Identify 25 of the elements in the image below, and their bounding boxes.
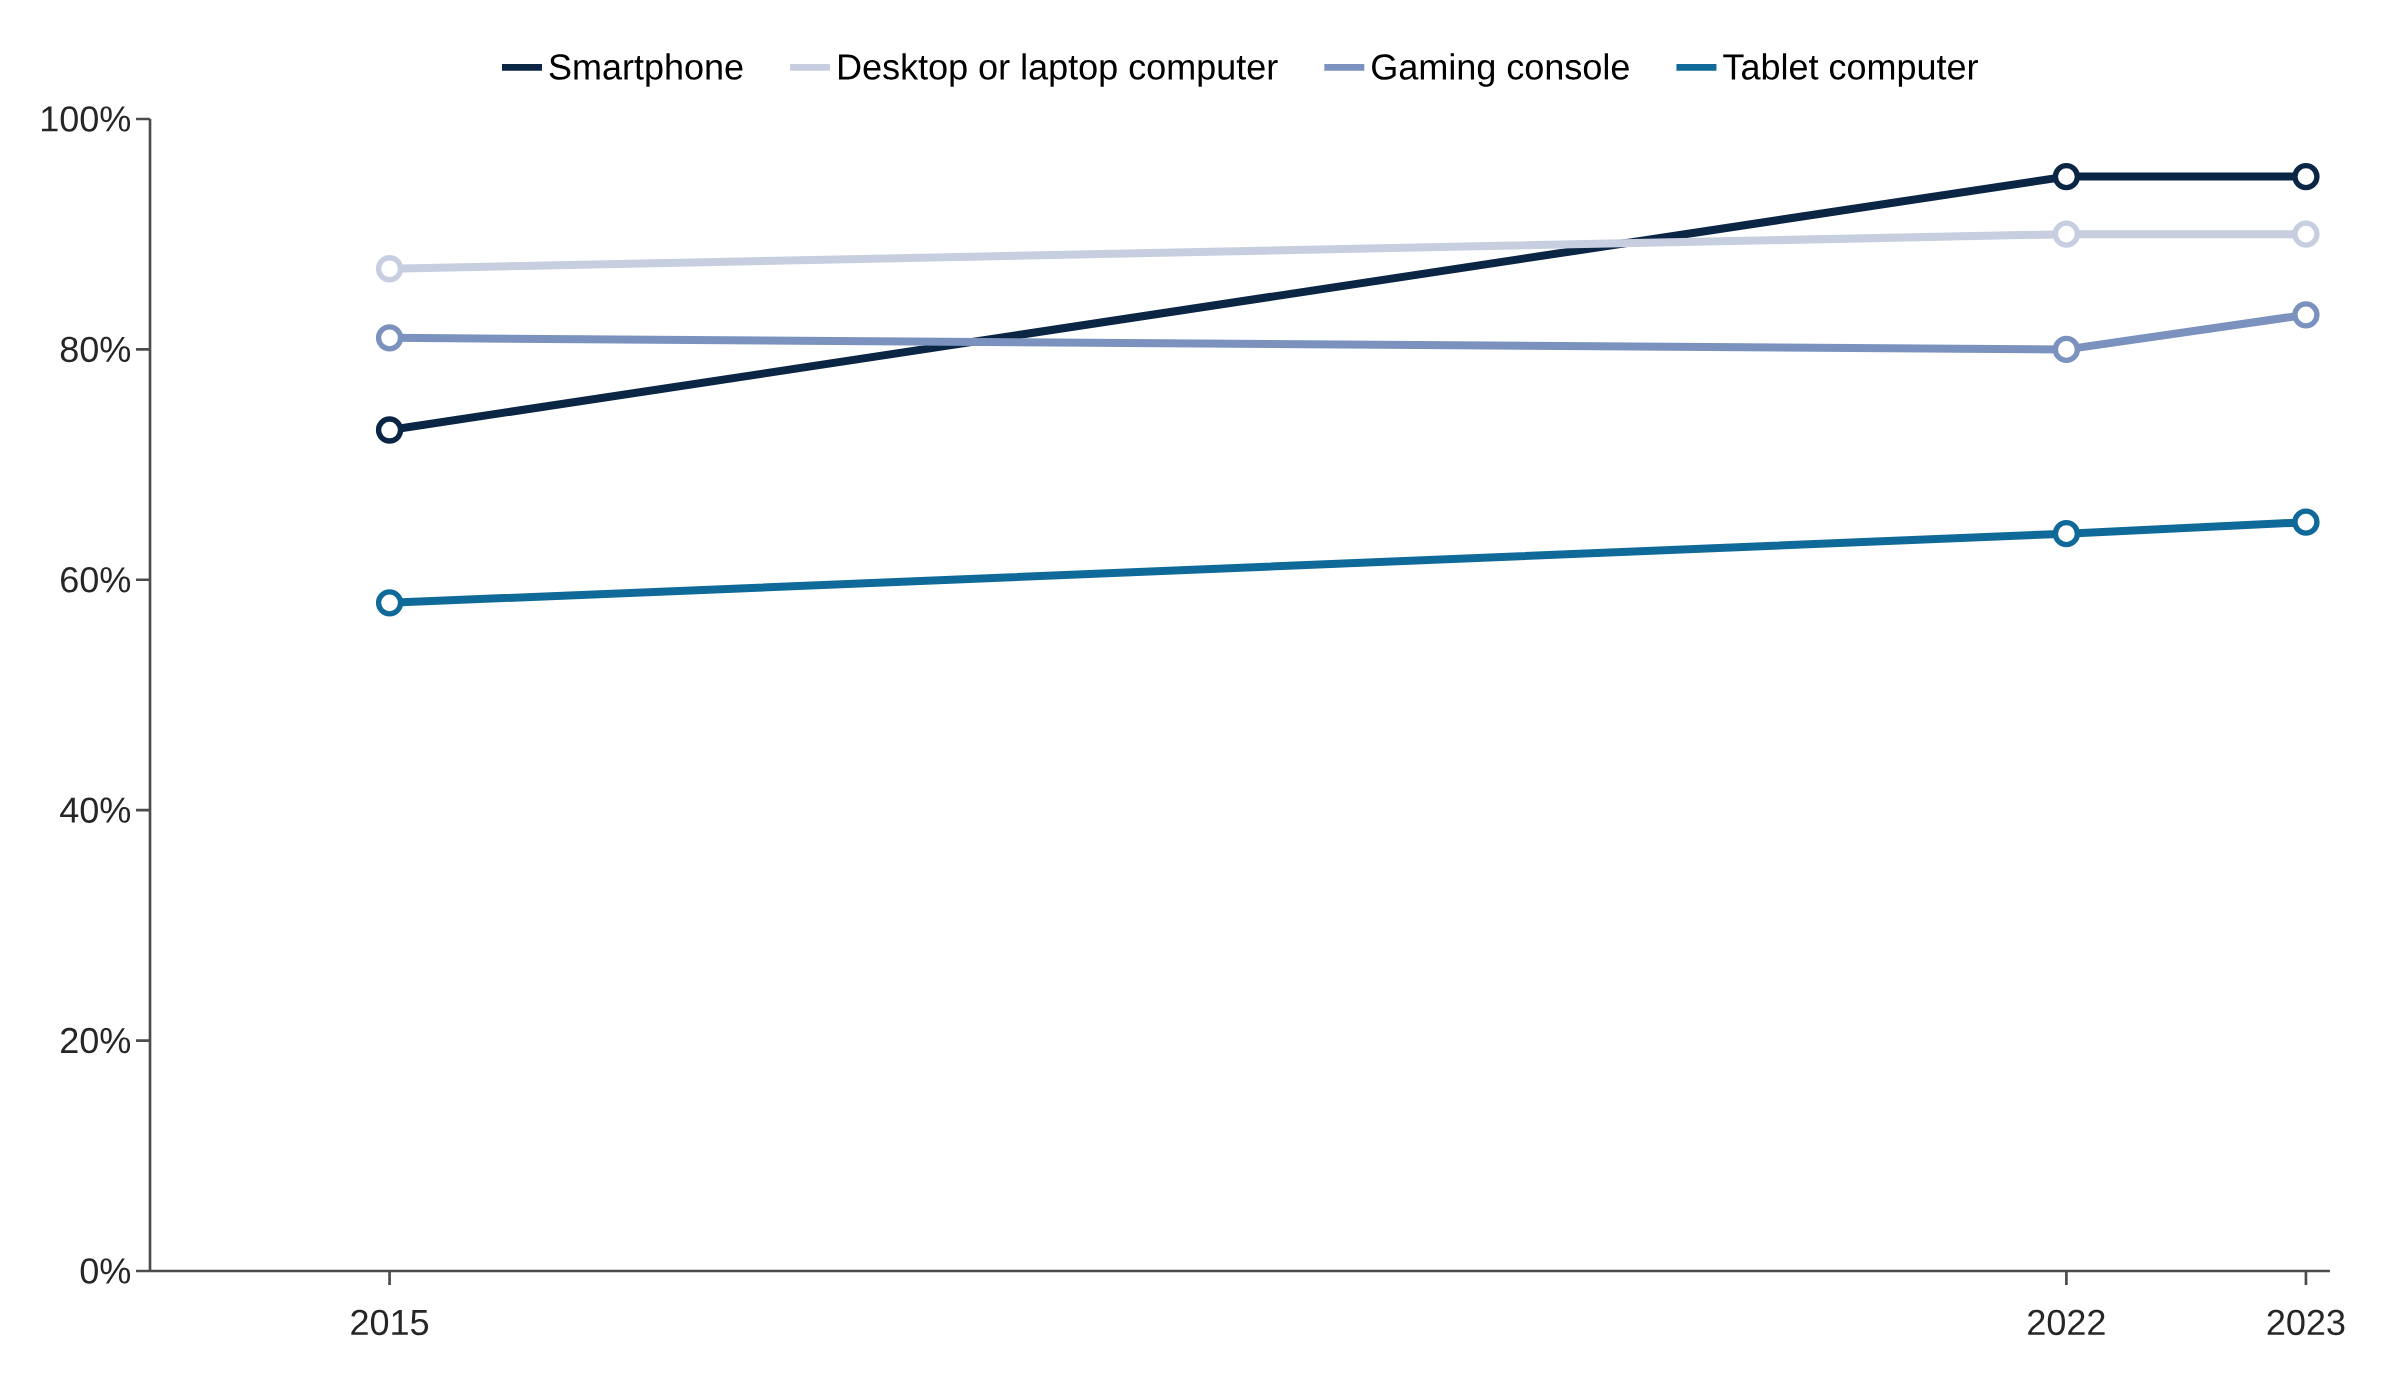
y-tick-label: 20%	[61, 1027, 131, 1054]
y-tick-label: 80%	[60, 336, 131, 363]
point	[2292, 220, 2320, 248]
point	[2292, 162, 2320, 191]
point	[2292, 508, 2320, 536]
x-tick-label: 2015	[351, 1309, 429, 1336]
point	[2052, 220, 2081, 248]
legend-label: Smartphone	[549, 53, 743, 87]
y-tick-label: 100%	[42, 106, 131, 132]
y-tick-label: 60%	[61, 567, 131, 593]
x-tick-label: 2023	[2267, 1309, 2345, 1336]
y-tick-label: 0%	[80, 1258, 131, 1284]
legend-label: Desktop or laptop computer	[839, 53, 1278, 87]
y-tick-label: 40%	[60, 797, 131, 823]
point	[375, 324, 404, 352]
point	[375, 589, 404, 617]
point	[375, 416, 404, 444]
point	[2052, 520, 2081, 548]
x-tick-label: 2022	[2028, 1309, 2105, 1336]
point	[2052, 162, 2081, 191]
legend-label: Gaming console	[1372, 53, 1629, 87]
point	[2052, 335, 2081, 364]
point	[2292, 301, 2320, 329]
legend-label: Tablet computer	[1723, 53, 1978, 87]
point	[375, 255, 404, 283]
